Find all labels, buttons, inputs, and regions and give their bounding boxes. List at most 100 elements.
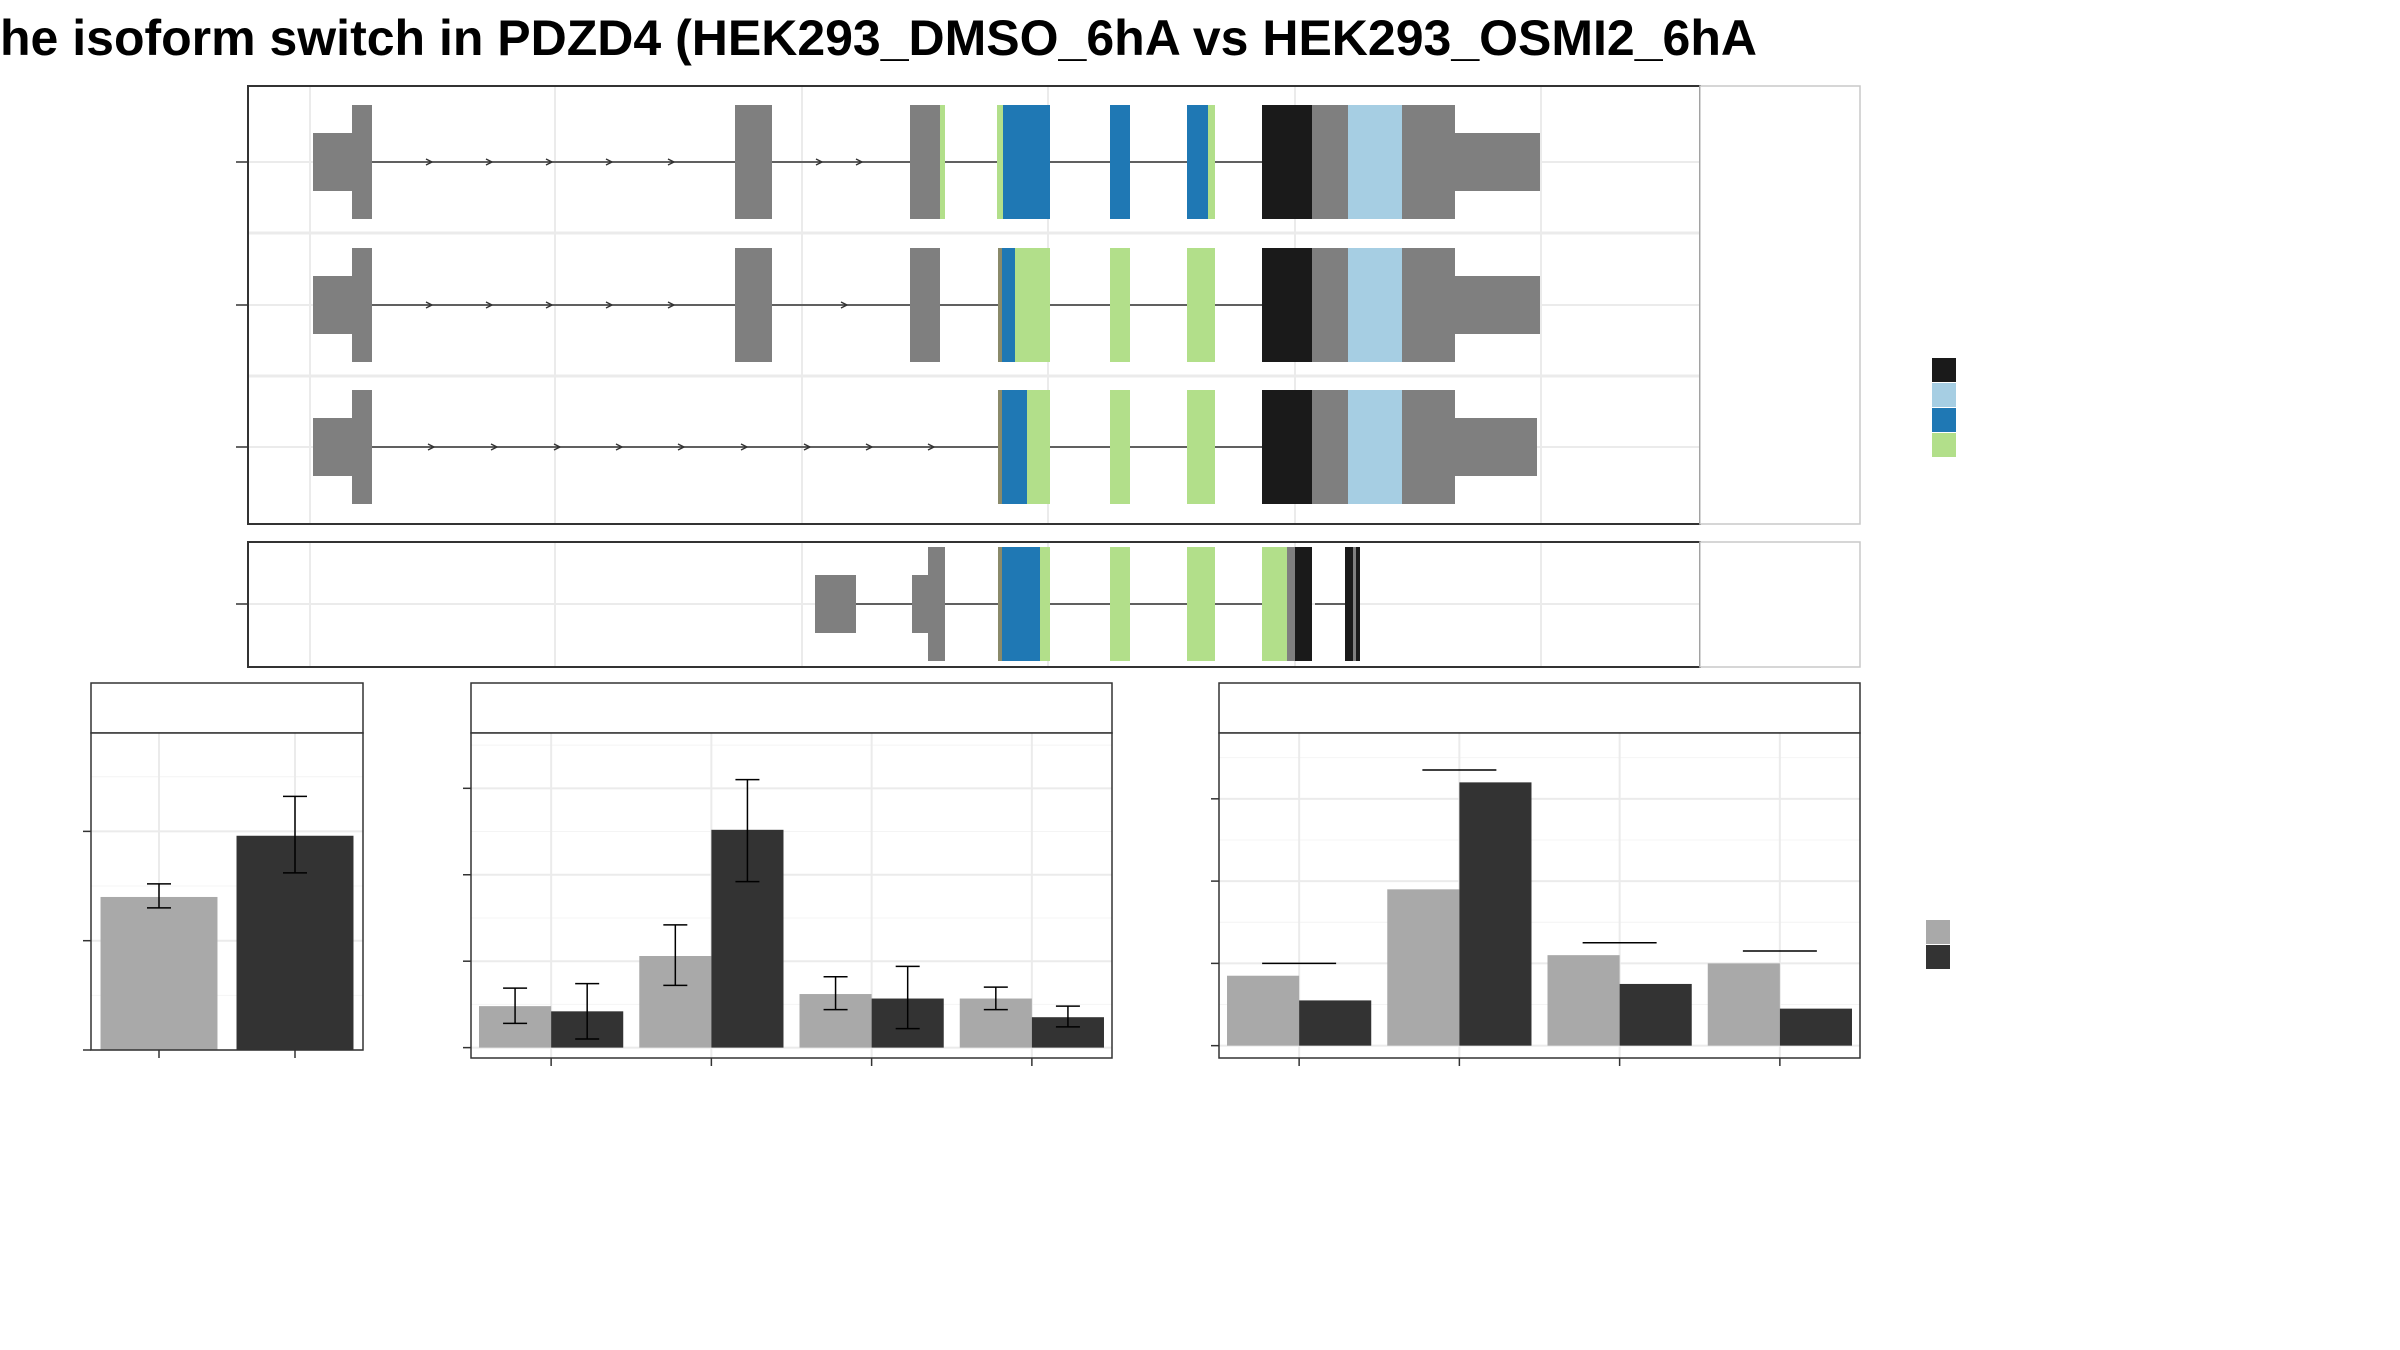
- idr-segment: [1265, 105, 1312, 219]
- exon-segment: [1312, 248, 1348, 362]
- bar: [1299, 1000, 1372, 1046]
- strand-arrow: [485, 158, 494, 166]
- exon-segment: [1110, 248, 1130, 362]
- utr-segment: [1455, 276, 1540, 334]
- exon-segment: [910, 248, 940, 362]
- transcript-structure-panel: [236, 85, 1861, 668]
- exon-segment: [735, 248, 772, 362]
- exon-segment: [910, 105, 940, 219]
- domain-legend-key: [1932, 433, 1956, 457]
- utr-segment: [815, 575, 856, 633]
- exon-segment: [998, 390, 1002, 504]
- strand-arrow: [605, 158, 614, 166]
- strand-arrow: [667, 158, 676, 166]
- exon-segment: [352, 390, 372, 504]
- panel-strip: [470, 682, 1113, 734]
- exon-segment: [1110, 390, 1130, 504]
- idr-segment: [1295, 547, 1312, 661]
- exon-segment: [1287, 547, 1295, 661]
- strand-arrow: [740, 443, 749, 451]
- strand-arrow: [865, 443, 874, 451]
- exon-segment: [352, 248, 372, 362]
- bar: [1459, 782, 1532, 1046]
- bar: [100, 896, 218, 1050]
- peptidase-segment: [1187, 547, 1215, 661]
- idr-segment: [1265, 390, 1312, 504]
- gene-expression-panel: [83, 682, 364, 1058]
- transcript-model-2: [313, 248, 1540, 362]
- transcript-model-4: [815, 547, 1360, 661]
- peptidase-segment: [1015, 248, 1050, 362]
- condition-legend-key: [1926, 920, 1950, 944]
- utr-segment: [1455, 418, 1537, 476]
- strand-arrow: [815, 158, 824, 166]
- plot-border: [1218, 732, 1861, 1059]
- bar: [1227, 975, 1300, 1046]
- bar: [1707, 963, 1780, 1046]
- peptidase-segment: [1027, 390, 1050, 504]
- utr-segment: [1455, 133, 1540, 191]
- pdz-segment: [1002, 547, 1040, 661]
- idr-binding-segment: [1348, 105, 1402, 219]
- isoform-usage-panel: [1211, 682, 1861, 1066]
- peptidase-segment: [1208, 105, 1215, 219]
- strand-arrow: [615, 443, 624, 451]
- strand-arrow: [605, 301, 614, 309]
- peptidase-segment: [1110, 547, 1130, 661]
- strand-arrow: [425, 158, 434, 166]
- panel-strip: [1218, 682, 1861, 734]
- condition-legend-key: [1926, 945, 1950, 969]
- strand-arrow: [667, 301, 676, 309]
- bar: [1387, 889, 1460, 1046]
- peptidase-segment: [1040, 547, 1050, 661]
- exon-segment: [1187, 390, 1215, 504]
- strand-arrow: [553, 443, 562, 451]
- utr-segment: [313, 276, 352, 334]
- strand-arrow: [840, 301, 849, 309]
- bar: [1779, 1008, 1852, 1046]
- exon-segment: [735, 105, 772, 219]
- utr-segment: [313, 133, 352, 191]
- figure-title: he isoform switch in PDZD4 (HEK293_DMSO_…: [0, 10, 1757, 66]
- strand-arrow: [427, 443, 436, 451]
- legends: [1926, 358, 1956, 969]
- panel-strip: [90, 682, 364, 734]
- exon-segment: [1402, 105, 1455, 219]
- peptidase-segment: [1262, 547, 1287, 661]
- peptidase-segment: [997, 105, 1003, 219]
- strand-arrow: [927, 443, 936, 451]
- idr-binding-segment: [1348, 390, 1402, 504]
- strand-arrow: [490, 443, 499, 451]
- strand-arrow: [803, 443, 812, 451]
- exon-segment: [1312, 390, 1348, 504]
- exon-segment: [1312, 105, 1348, 219]
- bar: [1547, 955, 1620, 1046]
- exon-segment: [998, 248, 1002, 362]
- plot-border: [470, 732, 1113, 1059]
- pdz-segment: [1003, 105, 1050, 219]
- exon-segment: [1353, 547, 1356, 661]
- plot-border: [90, 732, 364, 1051]
- strand-arrow: [485, 301, 494, 309]
- strand-arrow: [545, 158, 554, 166]
- bar: [1619, 983, 1692, 1046]
- strand-arrow: [855, 158, 864, 166]
- transcript-model-3: [313, 390, 1537, 504]
- facet-strip-0: [1699, 85, 1861, 525]
- idr-binding-segment: [1348, 248, 1402, 362]
- pdz-segment: [1002, 390, 1027, 504]
- domain-legend-key: [1932, 383, 1956, 407]
- isoform-expression-panel: [463, 682, 1113, 1066]
- idr-segment: [1265, 248, 1312, 362]
- domain-legend-key: [1932, 358, 1956, 382]
- utr-segment: [912, 575, 928, 633]
- exon-segment: [998, 547, 1002, 661]
- strand-arrow: [677, 443, 686, 451]
- exon-segment: [928, 547, 945, 661]
- idr-segment: [1345, 547, 1360, 661]
- transcript-model-1: [313, 105, 1540, 219]
- peptidase-segment: [940, 105, 945, 219]
- exon-segment: [1110, 105, 1130, 219]
